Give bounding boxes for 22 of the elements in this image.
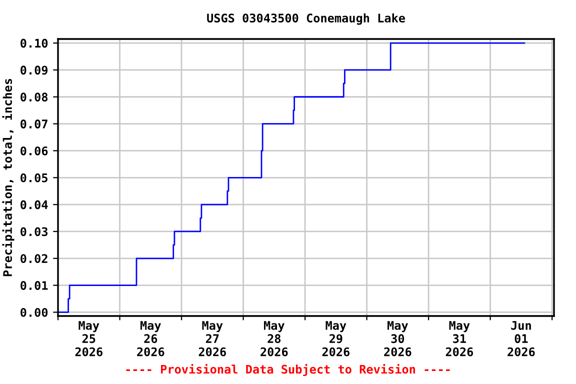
y-tick-label: 0.07 xyxy=(20,120,48,128)
y-tick-label: 0.05 xyxy=(20,173,48,182)
x-tick-label: May 26 2026 xyxy=(137,321,164,356)
y-tick-label: 0.03 xyxy=(20,227,48,236)
y-tick-label: 0.09 xyxy=(20,66,48,75)
x-tick-label: May 31 2026 xyxy=(446,321,474,356)
x-tick-label: May 25 2026 xyxy=(75,321,102,356)
y-axis-title: Precipitation, total, inches xyxy=(2,78,14,276)
x-tick-label: May 30 2026 xyxy=(384,321,412,356)
chart-title: USGS 03043500 Conemaugh Lake xyxy=(207,13,406,25)
y-tick-label: 0.04 xyxy=(20,200,48,210)
x-tick-label: May 27 2026 xyxy=(198,321,226,356)
y-tick-label: 0.01 xyxy=(20,281,48,290)
y-tick-label: 0.02 xyxy=(20,254,48,264)
text: ---- Provisional Data Subject to Revision ---- xyxy=(126,364,450,376)
y-tick-label: 0.06 xyxy=(20,146,48,156)
y-tick-label: 0.00 xyxy=(20,308,48,317)
y-tick-label: 0.08 xyxy=(20,92,48,102)
x-tick-label: May 29 2026 xyxy=(322,321,350,356)
x-tick-label: Jun 01 2026 xyxy=(508,321,535,356)
x-tick-label: May 28 2026 xyxy=(260,321,288,356)
y-tick-label: 0.10 xyxy=(20,38,48,48)
